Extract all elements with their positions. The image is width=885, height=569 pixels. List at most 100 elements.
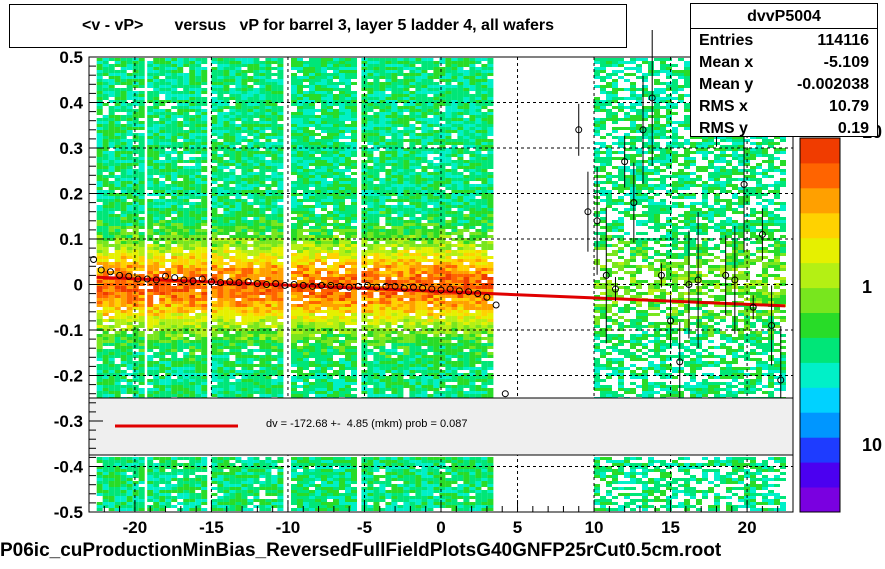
heatmap-cell bbox=[303, 457, 309, 460]
heatmap-cell bbox=[223, 337, 230, 340]
heatmap-cell bbox=[217, 271, 224, 274]
heatmap-cell bbox=[108, 235, 115, 238]
heatmap-cell bbox=[183, 133, 190, 136]
heatmap-cell bbox=[171, 148, 178, 151]
heatmap-cell bbox=[201, 373, 208, 376]
heatmap-cell bbox=[291, 310, 297, 313]
heatmap-cell bbox=[321, 472, 327, 475]
heatmap-cell bbox=[321, 478, 327, 481]
heatmap-cell bbox=[315, 139, 321, 142]
heatmap-cell bbox=[120, 187, 127, 190]
heatmap-cell bbox=[102, 370, 109, 373]
heatmap-cell bbox=[277, 145, 284, 148]
heatmap-cell bbox=[277, 373, 284, 376]
heatmap-cell bbox=[309, 175, 315, 178]
heatmap-cell bbox=[309, 196, 315, 199]
heatmap-cell bbox=[217, 307, 224, 310]
heatmap-cell bbox=[138, 235, 145, 238]
heatmap-cell bbox=[102, 175, 109, 178]
heatmap-cell bbox=[114, 394, 121, 397]
heatmap-cell bbox=[327, 235, 333, 238]
heatmap-cell bbox=[271, 169, 278, 172]
heatmap-cell bbox=[253, 499, 260, 502]
heatmap-cell bbox=[339, 70, 345, 73]
heatmap-cell bbox=[147, 478, 154, 481]
heatmap-cell bbox=[253, 82, 260, 85]
heatmap-cell bbox=[132, 295, 139, 298]
heatmap-cell bbox=[171, 259, 178, 262]
heatmap-cell bbox=[297, 385, 303, 388]
heatmap-cell bbox=[223, 283, 230, 286]
heatmap-cell bbox=[159, 232, 166, 235]
heatmap-cell bbox=[177, 226, 184, 229]
heatmap-cell bbox=[102, 340, 109, 343]
heatmap-cell bbox=[235, 352, 242, 355]
heatmap-cell bbox=[235, 88, 242, 91]
heatmap-cell bbox=[303, 352, 309, 355]
heatmap-cell bbox=[147, 247, 154, 250]
heatmap-cell bbox=[351, 313, 357, 316]
heatmap-cell bbox=[277, 232, 284, 235]
heatmap-cell bbox=[241, 268, 248, 271]
heatmap-cell bbox=[201, 271, 208, 274]
heatmap-cell bbox=[165, 484, 172, 487]
heatmap-cell bbox=[96, 352, 103, 355]
heatmap-cell bbox=[277, 139, 284, 142]
heatmap-cell bbox=[171, 250, 178, 253]
heatmap-cell bbox=[333, 487, 339, 490]
heatmap-cell bbox=[114, 484, 121, 487]
heatmap-cell bbox=[351, 211, 357, 214]
heatmap-cell bbox=[138, 220, 145, 223]
heatmap-cell bbox=[247, 262, 254, 265]
heatmap-cell bbox=[351, 178, 357, 181]
heatmap-cell bbox=[177, 292, 184, 295]
heatmap-cell bbox=[159, 391, 166, 394]
heatmap-cell bbox=[345, 244, 351, 247]
heatmap-cell bbox=[345, 103, 351, 106]
heatmap-cell bbox=[132, 373, 139, 376]
heatmap-cell bbox=[201, 76, 208, 79]
heatmap-cell bbox=[351, 310, 357, 313]
heatmap-cell bbox=[96, 79, 103, 82]
heatmap-cell bbox=[96, 370, 103, 373]
heatmap-cell bbox=[271, 112, 278, 115]
heatmap-cell bbox=[195, 211, 202, 214]
heatmap-cell bbox=[159, 64, 166, 67]
heatmap-cell bbox=[247, 310, 254, 313]
heatmap-cell bbox=[147, 181, 154, 184]
heatmap-cell bbox=[259, 184, 266, 187]
heatmap-cell bbox=[333, 382, 339, 385]
heatmap-cell bbox=[132, 91, 139, 94]
heatmap-cell bbox=[259, 247, 266, 250]
heatmap-cell bbox=[265, 355, 272, 358]
heatmap-cell bbox=[183, 118, 190, 121]
heatmap-cell bbox=[265, 238, 272, 241]
heatmap-cell bbox=[315, 163, 321, 166]
heatmap-cell bbox=[247, 268, 254, 271]
heatmap-cell bbox=[333, 214, 339, 217]
heatmap-cell bbox=[321, 310, 327, 313]
heatmap-cell bbox=[271, 160, 278, 163]
heatmap-cell bbox=[132, 94, 139, 97]
heatmap-cell bbox=[351, 151, 357, 154]
heatmap-cell bbox=[211, 88, 218, 91]
heatmap-cell bbox=[253, 61, 260, 64]
heatmap-cell bbox=[321, 127, 327, 130]
heatmap-cell bbox=[229, 94, 236, 97]
heatmap-cell bbox=[271, 244, 278, 247]
heatmap-cell bbox=[339, 142, 345, 145]
heatmap-cell bbox=[327, 313, 333, 316]
heatmap-cell bbox=[277, 196, 284, 199]
heatmap-cell bbox=[108, 310, 115, 313]
heatmap-cell bbox=[159, 271, 166, 274]
heatmap-cell bbox=[327, 139, 333, 142]
heatmap-cell bbox=[253, 97, 260, 100]
heatmap-cell bbox=[183, 82, 190, 85]
heatmap-cell bbox=[345, 322, 351, 325]
heatmap-cell bbox=[147, 388, 154, 391]
heatmap-cell bbox=[189, 496, 196, 499]
heatmap-cell bbox=[229, 178, 236, 181]
heatmap-cell bbox=[333, 157, 339, 160]
heatmap-cell bbox=[259, 85, 266, 88]
heatmap-cell bbox=[126, 244, 133, 247]
